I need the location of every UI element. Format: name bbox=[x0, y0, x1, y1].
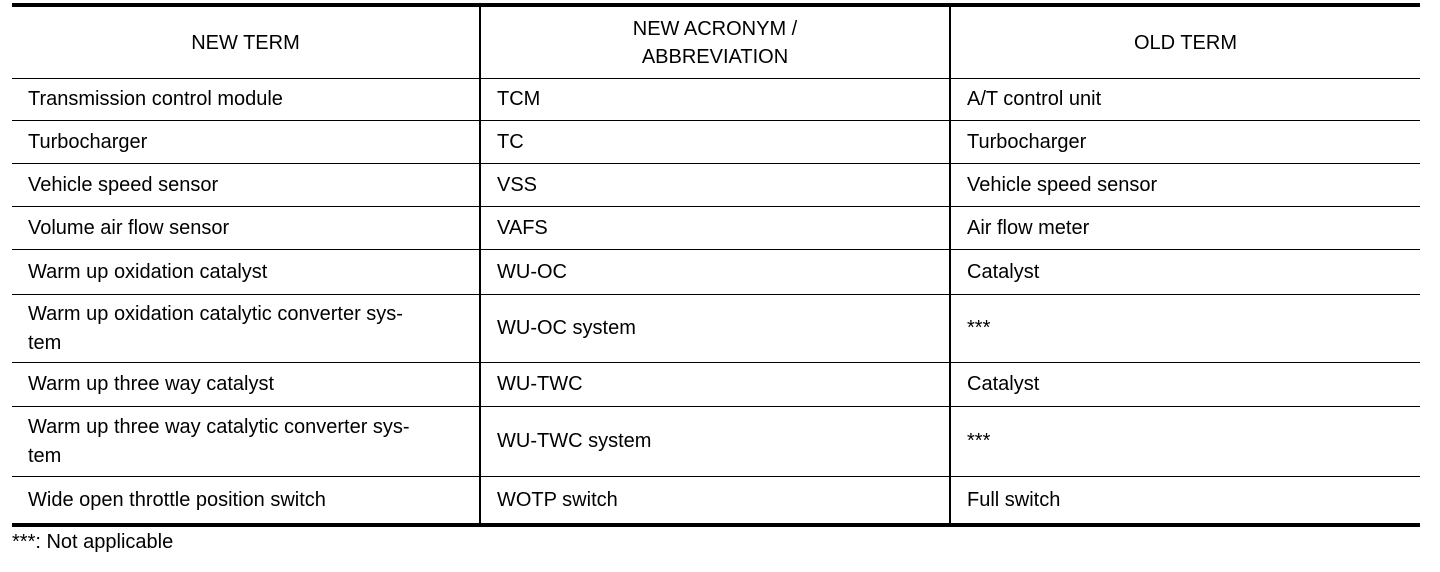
table-cell: Warm up three way catalyst bbox=[12, 363, 481, 406]
table-cell: TCM bbox=[481, 79, 951, 120]
cell-text: TCM bbox=[497, 88, 541, 110]
footnote: ***: Not applicable bbox=[12, 531, 174, 553]
column-header: NEW TERM bbox=[12, 7, 481, 78]
table-row: Warm up three way catalytic converter sy… bbox=[12, 406, 1420, 476]
table-cell: WU-TWC system bbox=[481, 407, 951, 476]
cell-text: Vehicle speed sensor bbox=[967, 173, 1158, 196]
table-cell: Vehicle speed sensor bbox=[12, 164, 481, 206]
table-cell: WU-TWC bbox=[481, 363, 951, 406]
cell-text: Air flow meter bbox=[967, 216, 1090, 239]
table-cell: TC bbox=[481, 121, 951, 163]
cell-text: WU-TWC system bbox=[497, 430, 652, 452]
table-cell: VSS bbox=[481, 164, 951, 206]
table-cell: Catalyst bbox=[951, 250, 1420, 294]
cell-text: VAFS bbox=[497, 216, 548, 239]
cell-text: NEW TERM bbox=[191, 31, 300, 54]
table-cell: Catalyst bbox=[951, 363, 1420, 406]
table-cell: Turbocharger bbox=[951, 121, 1420, 163]
table-cell: VAFS bbox=[481, 207, 951, 249]
cell-text: Turbocharger bbox=[28, 130, 148, 153]
cell-text: WU-OC system bbox=[497, 317, 636, 339]
cell-text: Warm up three way catalytic converter sy… bbox=[28, 415, 410, 467]
cell-text: Catalyst bbox=[967, 260, 1040, 283]
table-cell: Full switch bbox=[951, 477, 1420, 523]
cell-text: Warm up oxidation catalytic converter sy… bbox=[28, 302, 403, 354]
table-row: Volume air flow sensor VAFS Air flow meter bbox=[12, 206, 1420, 249]
cell-text: Vehicle speed sensor bbox=[28, 173, 219, 196]
cell-text: Catalyst bbox=[967, 373, 1040, 395]
table-cell: Warm up three way catalytic converter sy… bbox=[12, 407, 481, 476]
cell-text: TC bbox=[497, 130, 524, 153]
cell-text: Warm up three way catalyst bbox=[28, 373, 275, 395]
table-cell: Warm up oxidation catalyst bbox=[12, 250, 481, 294]
column-header: OLD TERM bbox=[951, 7, 1420, 78]
cell-text: *** bbox=[967, 317, 991, 339]
cell-text: Wide open throttle position switch bbox=[28, 488, 326, 511]
table-cell: Vehicle speed sensor bbox=[951, 164, 1420, 206]
table-row: Warm up oxidation catalytic converter sy… bbox=[12, 294, 1420, 362]
cell-text: NEW ACRONYM / ABBREVIATION bbox=[632, 17, 798, 68]
cell-text: A/T control unit bbox=[967, 88, 1102, 110]
column-header: NEW ACRONYM / ABBREVIATION bbox=[481, 7, 951, 78]
table-row: Wide open throttle position switch WOTP s… bbox=[12, 476, 1420, 523]
table-row: Transmission control module TCM A/T contro… bbox=[12, 78, 1420, 120]
cell-text: *** bbox=[967, 430, 991, 452]
table-cell: Wide open throttle position switch bbox=[12, 477, 481, 523]
cell-text: Volume air flow sensor bbox=[28, 216, 230, 239]
table-cell: WU-OC system bbox=[481, 295, 951, 362]
table-cell: WU-OC bbox=[481, 250, 951, 294]
table-cell: WOTP switch bbox=[481, 477, 951, 523]
table-cell: Transmission control module bbox=[12, 79, 481, 120]
cell-text: WU-OC bbox=[497, 260, 567, 283]
cell-text: Full switch bbox=[967, 488, 1061, 511]
table-cell: Warm up oxidation catalytic converter sy… bbox=[12, 295, 481, 362]
cell-text: Turbocharger bbox=[967, 130, 1087, 153]
cell-text: WOTP switch bbox=[497, 488, 618, 511]
cell-text: WU-TWC bbox=[497, 373, 583, 395]
cell-text: OLD TERM bbox=[1134, 31, 1237, 54]
table-cell: *** bbox=[951, 295, 1420, 362]
terminology-table: NEW TERM NEW ACRONYM / ABBREVIATION OLD TE… bbox=[12, 3, 1420, 527]
header-row: NEW TERM NEW ACRONYM / ABBREVIATION OLD TE… bbox=[12, 7, 1420, 78]
table-cell: Turbocharger bbox=[12, 121, 481, 163]
table-row: Vehicle speed sensor VSS Vehicle speed sen… bbox=[12, 163, 1420, 206]
cell-text: Warm up oxidation catalyst bbox=[28, 260, 268, 283]
table-row: Warm up three way catalyst WU-TWC Catalyst bbox=[12, 362, 1420, 406]
table-cell: Volume air flow sensor bbox=[12, 207, 481, 249]
table-cell: A/T control unit bbox=[951, 79, 1420, 120]
cell-text: Transmission control module bbox=[28, 88, 283, 110]
table-cell: *** bbox=[951, 407, 1420, 476]
table-row: Turbocharger TC Turbocharger bbox=[12, 120, 1420, 163]
cell-text: VSS bbox=[497, 173, 538, 196]
table-row: Warm up oxidation catalyst WU-OC Catalyst bbox=[12, 249, 1420, 294]
table-cell: Air flow meter bbox=[951, 207, 1420, 249]
